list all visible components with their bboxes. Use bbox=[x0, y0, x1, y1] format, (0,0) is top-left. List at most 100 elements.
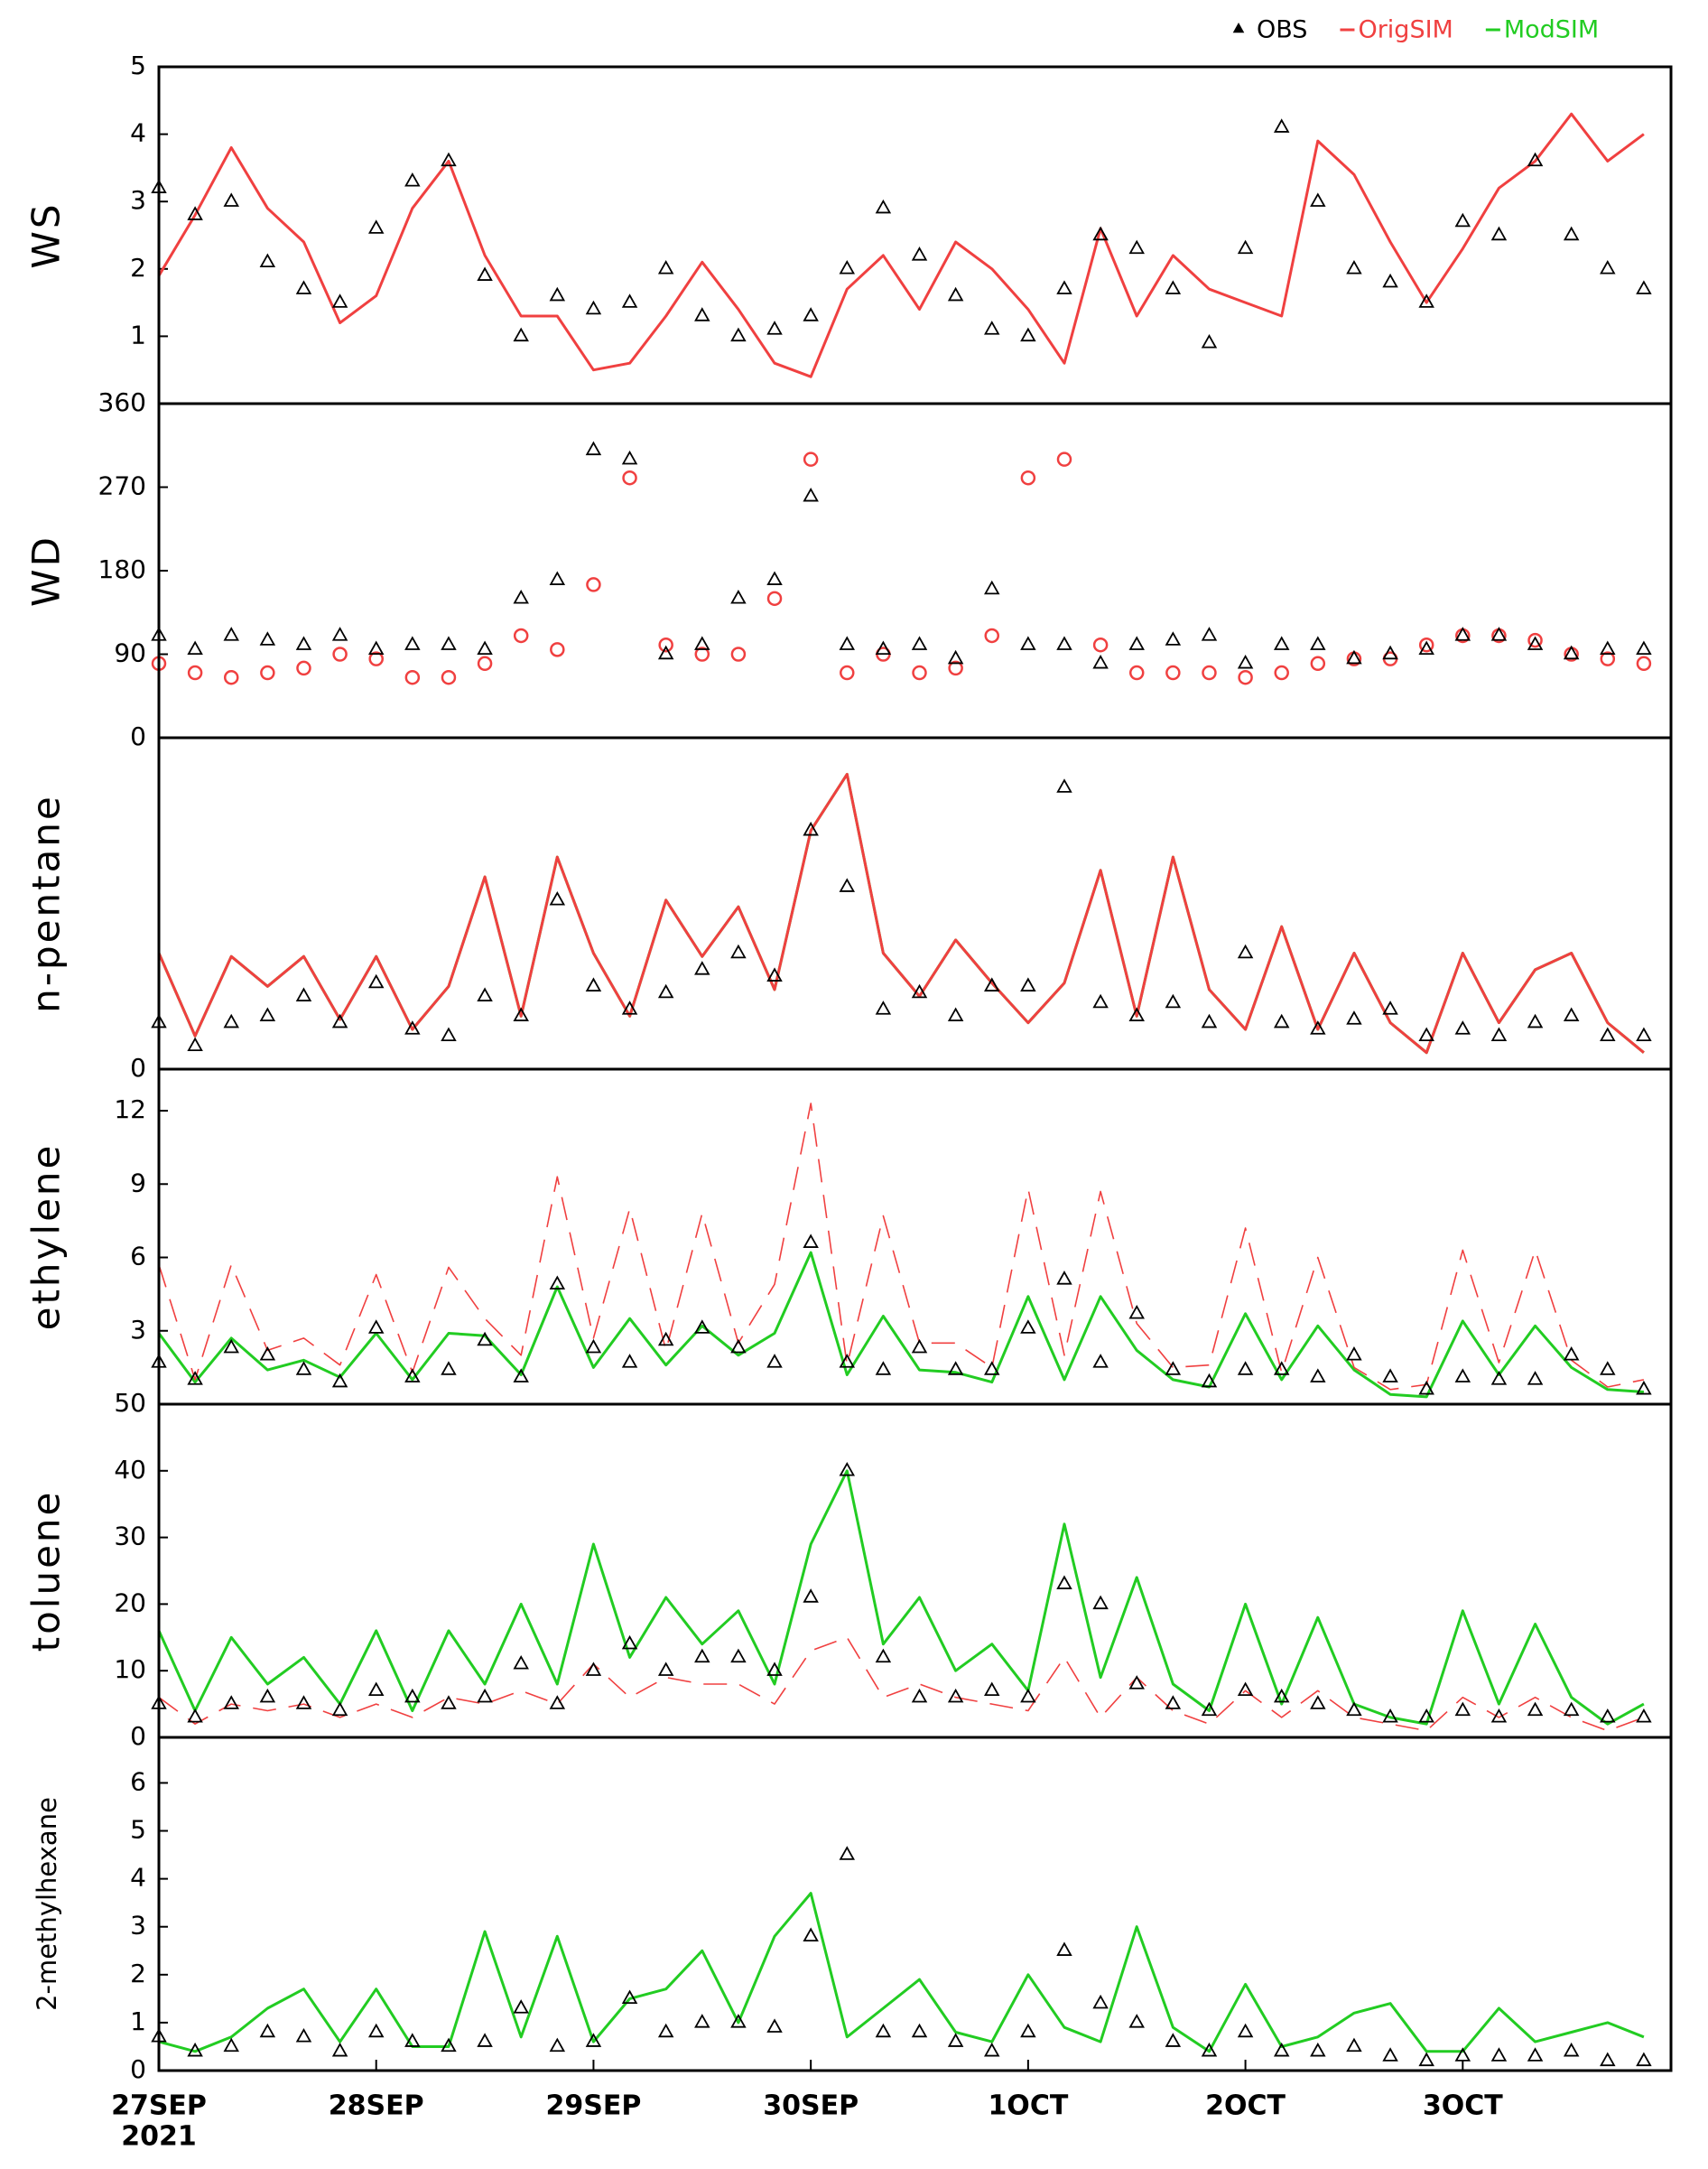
panel-frame bbox=[157, 736, 1673, 1071]
y-tick-label: 30 bbox=[114, 1522, 146, 1551]
obs-marker bbox=[404, 1688, 421, 1703]
obs-marker bbox=[1346, 1010, 1362, 1025]
y-axis-label: ethylene bbox=[24, 1143, 69, 1331]
obs-marker bbox=[259, 1346, 276, 1361]
obs-marker bbox=[367, 1681, 385, 1697]
y-tick-label: 180 bbox=[98, 554, 146, 584]
sim-marker bbox=[658, 637, 673, 653]
obs-marker bbox=[585, 1662, 602, 1676]
obs-marker bbox=[1020, 2023, 1036, 2038]
y-axis-label: toluene bbox=[24, 1490, 69, 1652]
obs-marker bbox=[730, 2014, 747, 2028]
obs-marker bbox=[947, 649, 964, 665]
obs-marker bbox=[1636, 2052, 1652, 2067]
obs-marker bbox=[1128, 1304, 1145, 1319]
sim-marker bbox=[1238, 669, 1253, 685]
sim-marker bbox=[1274, 665, 1289, 681]
y-tick-label: 0 bbox=[130, 1721, 146, 1751]
obs-marker bbox=[621, 1001, 638, 1015]
y-tick-label: 90 bbox=[114, 638, 146, 668]
obs-marker bbox=[1128, 239, 1145, 255]
sim-marker bbox=[223, 669, 239, 685]
y-tick-label: 3 bbox=[130, 185, 146, 215]
y-axis-label: n-pentane bbox=[24, 794, 69, 1013]
obs-marker bbox=[1636, 1380, 1652, 1395]
obs-marker bbox=[1092, 1354, 1109, 1368]
obs-marker bbox=[1490, 2047, 1508, 2062]
obs-marker bbox=[839, 259, 856, 275]
sim-marker bbox=[1600, 651, 1616, 666]
obs-marker bbox=[730, 944, 747, 959]
obs-marker bbox=[1454, 1701, 1471, 1717]
obs-marker bbox=[657, 645, 674, 660]
y-tick-label: 5 bbox=[130, 1815, 146, 1845]
obs-marker bbox=[295, 280, 312, 294]
obs-marker bbox=[1201, 627, 1218, 641]
obs-marker bbox=[1310, 1695, 1326, 1709]
obs-marker bbox=[984, 1681, 1000, 1697]
obs-marker bbox=[549, 571, 566, 585]
series-line bbox=[158, 1103, 1645, 1391]
obs-marker bbox=[839, 878, 856, 892]
obs-marker bbox=[657, 2023, 674, 2038]
obs-marker bbox=[657, 259, 674, 275]
obs-marker bbox=[911, 1338, 928, 1354]
obs-marker bbox=[1020, 636, 1036, 650]
obs-marker bbox=[1636, 1027, 1652, 1041]
obs-marker bbox=[549, 890, 566, 906]
y-axis-label: WS bbox=[24, 201, 69, 268]
obs-marker bbox=[1092, 1994, 1109, 2009]
obs-marker bbox=[1165, 1361, 1182, 1375]
obs-marker bbox=[223, 1013, 239, 1029]
sim-marker bbox=[332, 647, 348, 662]
obs-marker bbox=[1020, 327, 1036, 342]
obs-marker bbox=[1310, 1020, 1326, 1035]
obs-marker bbox=[441, 1361, 457, 1375]
obs-marker bbox=[1273, 1688, 1290, 1703]
x-tick-label: 29SEP bbox=[546, 2090, 642, 2122]
obs-marker bbox=[367, 219, 385, 234]
obs-marker bbox=[1020, 1688, 1036, 1703]
obs-marker bbox=[367, 1319, 385, 1334]
obs-marker bbox=[1056, 280, 1072, 294]
obs-marker bbox=[1382, 273, 1398, 288]
obs-marker bbox=[513, 327, 529, 342]
obs-marker bbox=[1563, 226, 1580, 241]
x-tick-label: 2OCT bbox=[1205, 2090, 1286, 2122]
obs-marker bbox=[1092, 1595, 1109, 1610]
obs-marker bbox=[984, 1361, 1000, 1375]
obs-marker bbox=[477, 640, 493, 656]
series-line bbox=[157, 1251, 1645, 1399]
obs-marker bbox=[1563, 1007, 1580, 1021]
obs-marker bbox=[1418, 1027, 1434, 1041]
obs-marker bbox=[331, 2042, 348, 2057]
obs-marker bbox=[1201, 1701, 1218, 1717]
obs-marker bbox=[404, 636, 421, 650]
obs-marker bbox=[259, 1007, 276, 1021]
obs-marker bbox=[875, 640, 892, 656]
y-tick-label: 0 bbox=[130, 2054, 146, 2084]
obs-marker bbox=[295, 2027, 312, 2043]
sim-marker bbox=[513, 628, 529, 644]
obs-marker bbox=[1600, 2052, 1616, 2067]
obs-marker bbox=[1418, 1380, 1434, 1395]
sim-marker bbox=[1310, 656, 1326, 672]
obs-marker bbox=[1273, 1013, 1290, 1029]
panel-frame bbox=[157, 65, 1673, 405]
obs-marker bbox=[803, 307, 819, 321]
y-tick-label: 40 bbox=[114, 1455, 146, 1485]
obs-marker bbox=[223, 2037, 239, 2053]
obs-marker bbox=[694, 636, 710, 650]
y-axis-label: 2-methylhexane bbox=[32, 1797, 62, 2011]
obs-marker bbox=[984, 2042, 1000, 2057]
sim-marker bbox=[1056, 451, 1072, 467]
y-tick-label: 1 bbox=[130, 320, 146, 349]
obs-marker bbox=[1563, 1346, 1580, 1361]
obs-marker bbox=[259, 2023, 276, 2038]
obs-marker bbox=[1490, 226, 1508, 241]
obs-marker bbox=[441, 1027, 457, 1041]
x-year-label: 2021 bbox=[121, 2121, 197, 2153]
series-line bbox=[157, 772, 1645, 1055]
obs-marker bbox=[1563, 2042, 1580, 2057]
sim-marker bbox=[1418, 637, 1434, 653]
